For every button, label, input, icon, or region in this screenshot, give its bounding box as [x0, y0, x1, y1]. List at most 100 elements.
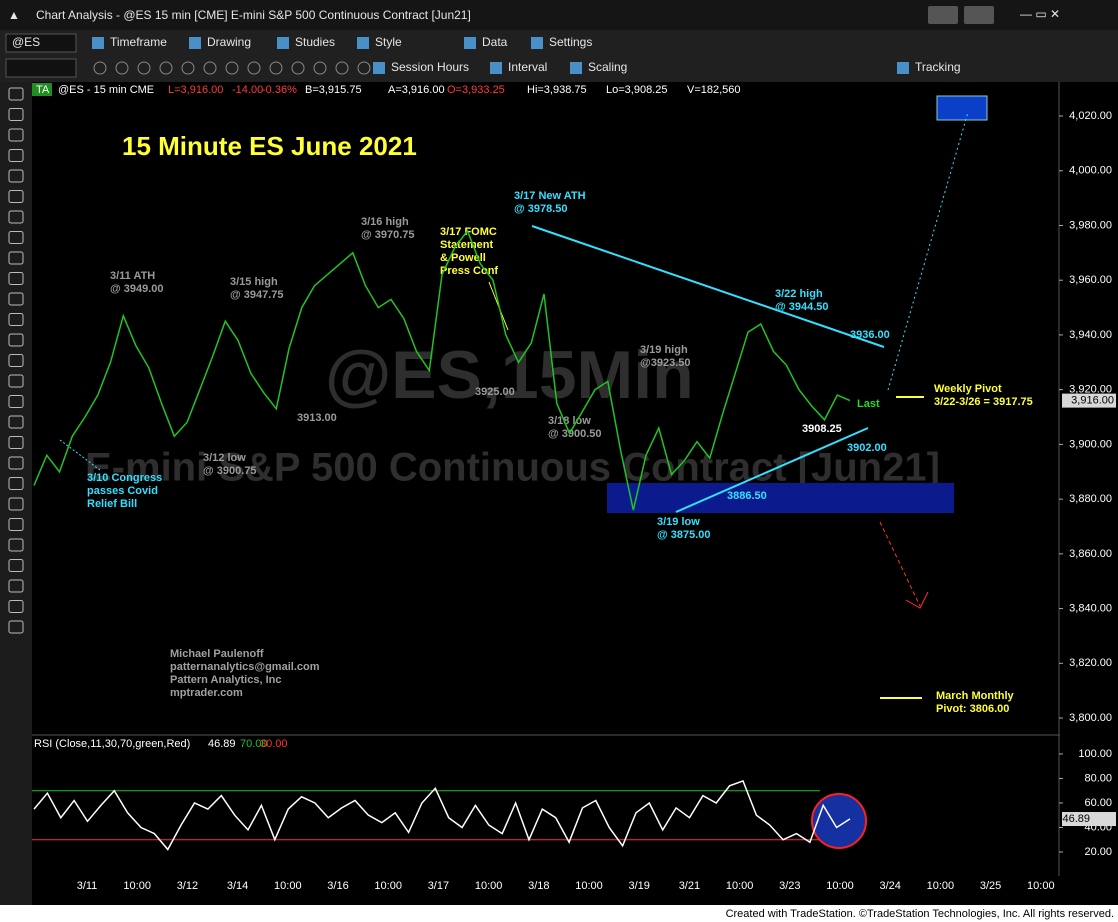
tool-icon[interactable]	[8, 395, 24, 408]
y-tick-label: 3,900.00	[1069, 438, 1112, 450]
projection	[879, 521, 921, 607]
footer-bar	[0, 905, 1118, 922]
tool-icon[interactable]	[8, 620, 24, 634]
toolbar-icon[interactable]	[313, 61, 327, 75]
x-tick-label: 10:00	[274, 880, 302, 892]
toolbar-icon[interactable]	[203, 61, 217, 75]
toolbar-icon[interactable]	[291, 61, 305, 75]
value-tag	[1062, 812, 1116, 827]
status-item: Lo=3,908.25	[606, 84, 667, 96]
status-item: B=3,915.75	[305, 84, 362, 96]
tool-icon[interactable]	[8, 436, 24, 449]
tool-icon[interactable]	[8, 579, 24, 593]
tool-icon[interactable]	[8, 251, 24, 265]
window-controls[interactable]: — ▭ ✕	[1020, 7, 1060, 21]
toolbar-button[interactable]: Settings	[549, 35, 592, 49]
tool-icon[interactable]	[8, 600, 24, 613]
indicator-level: 30.00	[260, 738, 288, 750]
annotation: @ 3875.00	[657, 529, 711, 541]
tool-icon[interactable]	[8, 559, 24, 572]
x-tick-label: 10:00	[123, 880, 151, 892]
annotation: @ 3949.00	[110, 283, 164, 295]
chart-title: 15 Minute ES June 2021	[122, 131, 417, 161]
toolbar-button[interactable]: Tracking	[915, 60, 961, 74]
toolbar-button[interactable]: Drawing	[207, 35, 251, 49]
tool-icon[interactable]	[8, 272, 24, 285]
x-tick-label: 3/11	[77, 880, 98, 892]
tool-icon[interactable]	[8, 292, 24, 306]
toolbar-icon[interactable]	[247, 61, 261, 75]
annotation: Relief Bill	[87, 498, 137, 510]
tool-icon[interactable]	[8, 456, 24, 470]
tool-icon[interactable]	[8, 313, 24, 326]
toolbar-button[interactable]: Studies	[295, 35, 335, 49]
x-tick-label: 10:00	[826, 880, 854, 892]
toolbar-icon	[373, 62, 385, 74]
symbol-box[interactable]	[5, 33, 77, 53]
tool-icon[interactable]	[8, 231, 24, 244]
toolbar-icon[interactable]	[137, 61, 151, 75]
annotation: 3908.25	[802, 423, 842, 435]
toolbar-button[interactable]: Data	[482, 35, 508, 49]
tool-icon[interactable]	[8, 149, 24, 162]
y-tick-label: 3,980.00	[1069, 219, 1112, 231]
tool-icon[interactable]	[8, 354, 24, 367]
toolbar-button[interactable]: Scaling	[588, 60, 627, 74]
tool-icon[interactable]	[8, 477, 24, 490]
toolbar-icon[interactable]	[115, 61, 129, 75]
i-button[interactable]	[964, 6, 994, 24]
status-item: A=3,916.00	[388, 84, 445, 96]
annotation: mptrader.com	[170, 687, 243, 699]
toolbar-icon[interactable]	[269, 61, 283, 75]
toolbar-icon[interactable]	[181, 61, 195, 75]
toolbar-button[interactable]: Style	[375, 35, 402, 49]
tool-icon[interactable]	[8, 108, 24, 121]
y-tick-label: 3,840.00	[1069, 602, 1112, 614]
annotation: 3/12 low	[203, 452, 246, 464]
s-button[interactable]	[928, 6, 958, 24]
toolbar-icon	[277, 37, 289, 49]
toolbar-icon	[357, 37, 369, 49]
projection	[887, 111, 969, 391]
toolbar-icon[interactable]	[93, 61, 107, 75]
toolbar-button[interactable]: Session Hours	[391, 60, 469, 74]
toolbar-icon[interactable]	[335, 61, 349, 75]
highlight-circle	[811, 793, 867, 849]
x-tick-label: 3/25	[980, 880, 1001, 892]
toolbar-icon	[490, 62, 502, 74]
annotation: @ 3900.50	[548, 428, 602, 440]
tool-icon[interactable]	[8, 169, 24, 183]
tool-icon[interactable]	[8, 415, 24, 429]
watermark: @ES,15Min	[325, 337, 694, 413]
toolbar-button[interactable]: Timeframe	[110, 35, 167, 49]
tool-icon[interactable]	[8, 518, 24, 531]
tool-icon[interactable]	[8, 87, 24, 101]
tool-icon[interactable]	[8, 497, 24, 511]
toolbar-icon[interactable]	[159, 61, 173, 75]
target-box	[936, 95, 988, 121]
annotation: 3/11 ATH	[110, 270, 155, 282]
toolbar-icon[interactable]	[225, 61, 239, 75]
annotation: @ 3970.75	[361, 229, 415, 241]
tool-icon[interactable]	[8, 333, 24, 347]
arrow-head	[905, 591, 929, 609]
toolbar-icon	[531, 37, 543, 49]
price-line	[33, 229, 851, 511]
x-tick-label: 3/16	[327, 880, 348, 892]
annotation: 3913.00	[297, 412, 337, 424]
toolbar-icon[interactable]	[357, 61, 371, 75]
tool-icon[interactable]	[8, 128, 24, 142]
tool-icon[interactable]	[8, 210, 24, 224]
interval-box[interactable]	[5, 58, 77, 78]
tool-icon[interactable]	[8, 374, 24, 388]
annotation: 3936.00	[850, 329, 890, 341]
x-tick-label: 10:00	[575, 880, 603, 892]
symbol[interactable]: @ES	[12, 35, 40, 49]
tool-icon[interactable]	[8, 190, 24, 203]
annotation: @ 3900.75	[203, 465, 257, 477]
x-tick-label: 3/17	[428, 880, 449, 892]
annotation: 3925.00	[475, 386, 515, 398]
tool-icon[interactable]	[8, 538, 24, 552]
toolbar-button[interactable]: Interval	[508, 60, 547, 74]
